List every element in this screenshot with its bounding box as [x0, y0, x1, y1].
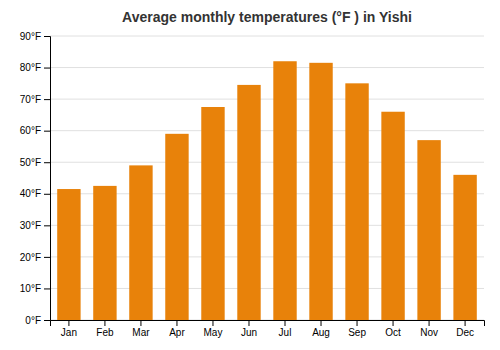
y-tick: 70°F [20, 94, 50, 105]
tick-label: 30°F [20, 220, 41, 231]
tick-mark [44, 288, 50, 289]
tick-mark [44, 131, 50, 132]
bar [273, 61, 296, 320]
tick-label: 80°F [20, 62, 41, 73]
tick-label: Apr [169, 327, 185, 338]
x-tick: Feb [96, 320, 114, 338]
y-tick: 80°F [20, 62, 50, 73]
tick-mark [44, 194, 50, 195]
tick-mark [465, 320, 466, 326]
tick-label: Jul [279, 327, 292, 338]
x-tick: Aug [312, 320, 330, 338]
tick-mark [44, 36, 50, 37]
bar [237, 85, 260, 320]
tick-mark [248, 320, 249, 326]
tick-label: Dec [456, 327, 474, 338]
tick-label: Feb [96, 327, 114, 338]
bar [309, 63, 332, 320]
bar [57, 189, 80, 320]
y-tick: 30°F [20, 220, 50, 231]
grid-line [50, 36, 484, 37]
tick-label: 20°F [20, 252, 41, 263]
y-tick: 90°F [20, 31, 50, 42]
grid [50, 36, 484, 320]
tick-label: 60°F [20, 125, 41, 136]
tick-label: Aug [312, 327, 330, 338]
bar [93, 186, 116, 320]
tick-mark [44, 225, 50, 226]
tick-label: 50°F [20, 157, 41, 168]
y-tick: 0°F [25, 315, 50, 326]
y-tick: 50°F [20, 157, 50, 168]
tick-label: 40°F [20, 188, 41, 199]
tick-mark [44, 320, 50, 321]
tick-mark [44, 162, 50, 163]
tick-label: Mar [132, 327, 150, 338]
x-tick: Mar [132, 320, 150, 338]
tick-label: 0°F [25, 315, 41, 326]
axis-line [51, 321, 485, 327]
tick-mark [44, 99, 50, 100]
y-tick: 40°F [20, 188, 50, 199]
tick-label: Sep [348, 327, 366, 338]
tick-label: 90°F [20, 31, 41, 42]
y-axis: 0°F 10°F 20°F 30°F 40°F 50°F 60°F 70°F 80°F 90°F [20, 31, 51, 326]
x-tick: Dec [456, 320, 474, 338]
tick-mark [140, 320, 141, 326]
bars [57, 61, 477, 320]
bar [453, 175, 476, 320]
tick-mark [285, 320, 286, 326]
bar [201, 107, 224, 320]
bar [165, 134, 188, 320]
tick-label: 10°F [20, 283, 41, 294]
tick-mark [429, 320, 430, 326]
tick-mark [104, 320, 105, 326]
bar [381, 112, 404, 320]
tick-label: Oct [385, 327, 401, 338]
tick-mark [176, 320, 177, 326]
tick-mark [68, 320, 69, 326]
tick-mark [321, 320, 322, 326]
tick-mark [212, 320, 213, 326]
tick-mark [357, 320, 358, 326]
chart: 0°F 10°F 20°F 30°F 40°F 50°F 60°F 70°F 80°F 90°F J… [0, 0, 500, 350]
x-tick: Sep [348, 320, 366, 338]
title: Average monthly temperatures (°F ) in Yi… [122, 9, 412, 25]
bar [417, 140, 440, 320]
x-tick: Jun [241, 320, 257, 338]
tick-label: Jan [61, 327, 77, 338]
x-tick: May [204, 320, 223, 338]
x-tick: Apr [169, 320, 185, 338]
x-tick: Oct [385, 320, 401, 338]
tick-label: Nov [420, 327, 438, 338]
tick-label: 70°F [20, 94, 41, 105]
x-tick: Nov [420, 320, 438, 338]
x-tick: Jan [61, 320, 77, 338]
y-tick: 20°F [20, 252, 50, 263]
bar [345, 83, 368, 320]
grid-line [50, 130, 484, 131]
tick-mark [44, 68, 50, 69]
grid-line [50, 99, 484, 100]
x-tick: Jul [279, 320, 292, 338]
tick-mark [44, 257, 50, 258]
tick-mark [393, 320, 394, 326]
bar [129, 165, 152, 320]
grid-line [50, 67, 484, 68]
x-axis: Jan Feb Mar Apr May Jun Jul Aug Sep Oct Nov Dec [51, 320, 485, 338]
y-tick: 60°F [20, 125, 50, 136]
axis-line [44, 37, 51, 321]
tick-label: May [204, 327, 223, 338]
plot: 0°F 10°F 20°F 30°F 40°F 50°F 60°F 70°F 80°F 90°F J… [20, 31, 485, 338]
tick-label: Jun [241, 327, 257, 338]
y-tick: 10°F [20, 283, 50, 294]
